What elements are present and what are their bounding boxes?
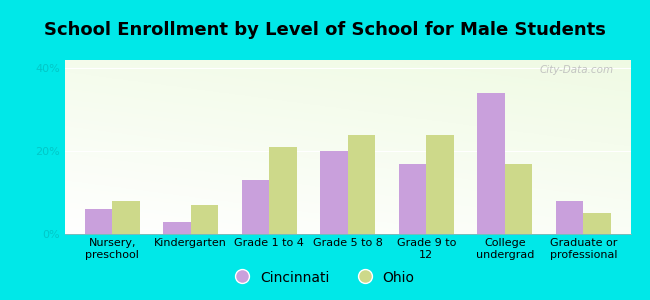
- Bar: [242, 180, 269, 234]
- Bar: [505, 164, 532, 234]
- Bar: [426, 135, 454, 234]
- Bar: [399, 164, 426, 234]
- Bar: [320, 151, 348, 234]
- Bar: [269, 147, 296, 234]
- Bar: [163, 222, 190, 234]
- Bar: [112, 201, 140, 234]
- Text: School Enrollment by Level of School for Male Students: School Enrollment by Level of School for…: [44, 21, 606, 39]
- Bar: [348, 135, 375, 234]
- Bar: [556, 201, 584, 234]
- Text: City-Data.com: City-Data.com: [540, 65, 614, 75]
- Legend: Cincinnati, Ohio: Cincinnati, Ohio: [230, 265, 420, 290]
- Bar: [84, 209, 112, 234]
- Bar: [190, 205, 218, 234]
- Bar: [477, 93, 505, 234]
- Bar: [584, 213, 611, 234]
